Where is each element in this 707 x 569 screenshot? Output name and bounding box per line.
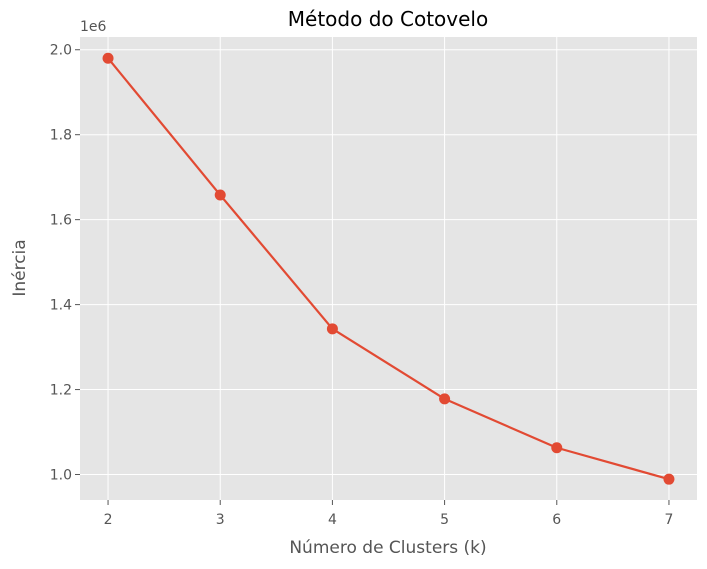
y-tick-label: 1.8 — [50, 128, 72, 144]
x-tick-label: 7 — [664, 512, 673, 528]
grid — [80, 37, 697, 500]
y-axis-label: Inércia — [10, 239, 30, 296]
x-tick-label: 6 — [552, 512, 561, 528]
x-tick-label: 2 — [104, 512, 113, 528]
plot-area — [80, 37, 697, 500]
data-point — [439, 393, 451, 405]
y-tick-label: 1.2 — [50, 383, 72, 399]
x-axis-ticks: 2 3 4 5 6 7 — [104, 500, 673, 528]
data-point — [326, 323, 338, 335]
y-offset-label: 1e6 — [80, 19, 107, 35]
series-line — [107, 57, 670, 481]
y-tick-label: 1.0 — [50, 468, 72, 484]
data-point — [551, 442, 563, 454]
x-tick-label: 3 — [216, 512, 225, 528]
y-tick-label: 1.4 — [50, 298, 72, 314]
y-axis-ticks: 1.0 1.2 1.4 1.6 1.8 2.0 — [50, 43, 80, 484]
x-tick-label: 4 — [328, 512, 337, 528]
series-layer — [102, 52, 675, 485]
y-tick-label: 1.6 — [50, 213, 72, 229]
x-tick-label: 5 — [440, 512, 449, 528]
y-tick-label: 2.0 — [50, 43, 72, 59]
x-axis-label: Número de Clusters (k) — [289, 538, 486, 558]
data-point — [214, 189, 226, 201]
data-point — [102, 52, 114, 64]
chart-title: Método do Cotovelo — [288, 7, 488, 31]
data-point — [663, 473, 675, 485]
